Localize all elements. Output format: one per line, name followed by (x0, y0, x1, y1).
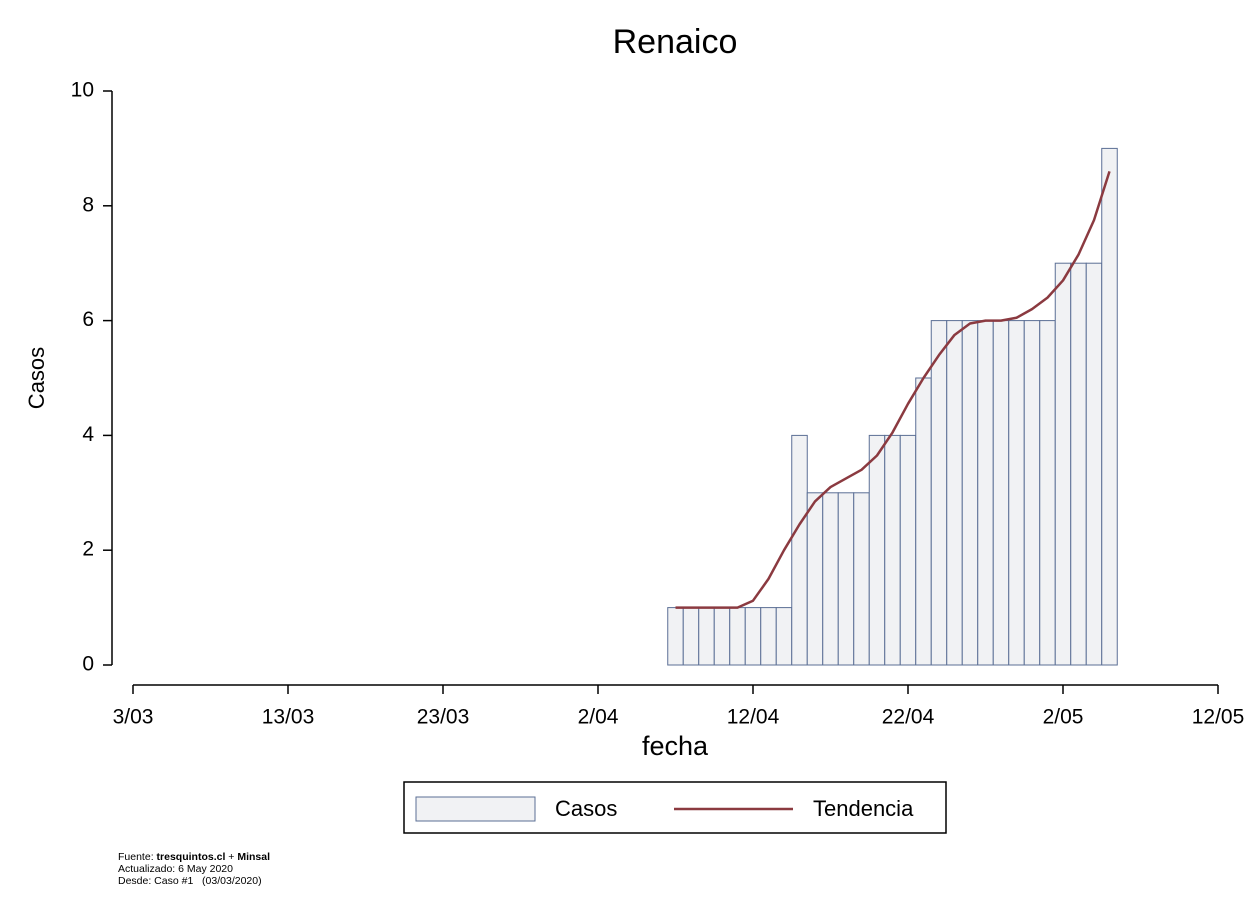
x-tick-label: 22/04 (882, 706, 935, 729)
bar (837, 492, 855, 666)
bar (775, 607, 793, 666)
bar (1039, 320, 1056, 666)
footer-part: tresquintos.cl (157, 851, 226, 863)
chart-title: Renaico (613, 23, 738, 61)
bar (915, 377, 932, 666)
legend-swatch (415, 796, 536, 822)
footer-part: Minsal (237, 851, 270, 863)
bar (1054, 262, 1072, 666)
bar (1085, 262, 1103, 666)
x-tick-label: 3/03 (113, 706, 154, 729)
x-axis-label: fecha (642, 731, 709, 761)
bar (822, 492, 839, 666)
legend-label: Tendencia (813, 796, 914, 821)
x-tick-label: 2/05 (1043, 706, 1084, 729)
y-tick-label: 0 (82, 653, 94, 676)
y-tick-label: 2 (82, 538, 94, 561)
bar (946, 320, 963, 666)
bar (760, 607, 777, 666)
footer-part: + (225, 851, 237, 863)
footer-since: Desde: Caso #1 (03/03/2020) (118, 875, 262, 887)
x-tick-label: 2/04 (578, 706, 619, 729)
bar (853, 492, 870, 666)
x-tick-label: 13/03 (262, 706, 315, 729)
bar (698, 607, 715, 666)
bar (744, 607, 762, 666)
y-tick-label: 4 (82, 423, 94, 446)
trend-line (675, 170, 1111, 609)
legend-label: Casos (555, 796, 617, 821)
bar (992, 320, 1010, 666)
y-axis-label: Casos (24, 347, 49, 409)
footer-part: Fuente: (118, 851, 157, 863)
bar (1008, 320, 1025, 666)
bar (682, 607, 700, 666)
bar (868, 434, 886, 666)
bar (884, 434, 901, 666)
x-tick-label: 12/04 (727, 706, 780, 729)
x-tick-label: 12/05 (1192, 706, 1245, 729)
footer-source: Fuente: tresquintos.cl + Minsal (118, 851, 270, 863)
x-tick-label: 23/03 (417, 706, 470, 729)
bar (899, 434, 917, 666)
bar (667, 607, 684, 666)
bar (977, 320, 994, 666)
y-tick-label: 6 (82, 308, 94, 331)
bar (961, 320, 979, 666)
y-tick-label: 8 (82, 193, 94, 216)
y-tick-label: 10 (71, 79, 94, 102)
bar (1070, 262, 1087, 666)
bar (806, 492, 824, 666)
bar (729, 607, 746, 666)
bar (1101, 147, 1118, 666)
footer-updated: Actualizado: 6 May 2020 (118, 863, 233, 875)
bar (1023, 320, 1041, 666)
bar (930, 320, 948, 666)
bar (713, 607, 731, 666)
bar (791, 434, 808, 666)
